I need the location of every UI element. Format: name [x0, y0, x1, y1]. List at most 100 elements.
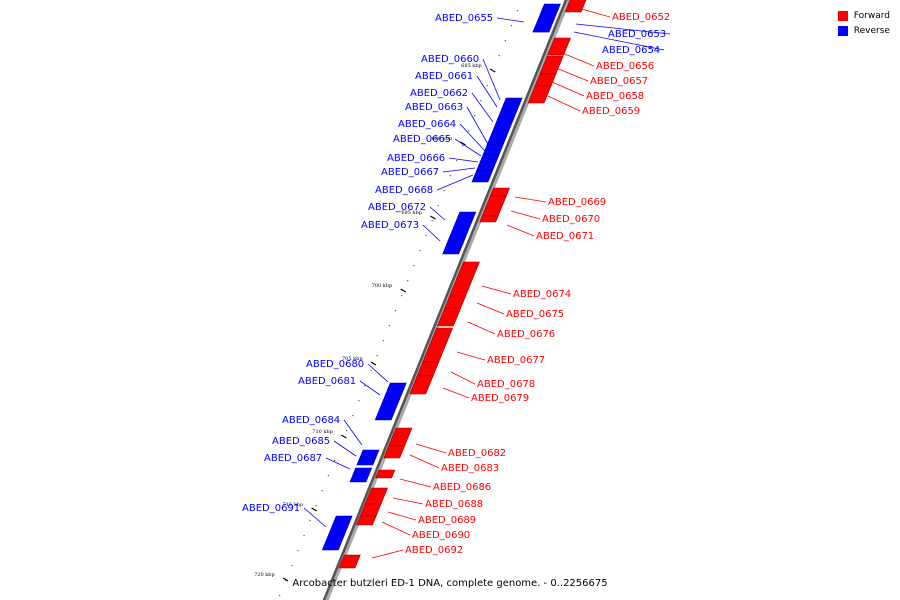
gene-connector [415, 443, 447, 454]
gene-label-layer: ABED_0652 ABED_0653 ABED_0654 ABED_0655 ABED… [242, 7, 670, 559]
scale-minor-tick [419, 250, 421, 252]
gene-connector [448, 157, 479, 163]
scale-tick-layer: 685 kbp 690 kbp 695 kbp 700 kbp 705 kbp 710 k… [254, 10, 519, 597]
gene-block-ABED_0686[interactable] [375, 469, 396, 479]
scale-tick [430, 215, 436, 220]
scale-minor-tick [285, 580, 287, 582]
strand-legend: Forward Reverse [837, 8, 890, 38]
gene-block-ABED_0655[interactable] [532, 7, 560, 33]
gene-block-ABED_0687[interactable] [349, 467, 373, 483]
gene-block-ABED_0664[interactable] [482, 149, 502, 156]
gene-block-ABED_0666[interactable] [476, 161, 497, 171]
gene-block-ABED_0690[interactable] [356, 515, 377, 526]
gene-connector [371, 549, 404, 559]
gene-connector [467, 321, 496, 335]
gene-block-ABED_0669[interactable] [489, 187, 510, 197]
scale-minor-tick [425, 235, 427, 237]
gene-label: ABED_0679 [471, 393, 529, 404]
gene-connector [466, 106, 490, 147]
gene-label: ABED_0666 [387, 153, 445, 164]
scale-minor-tick [364, 385, 366, 387]
scale-minor-tick [370, 370, 372, 372]
gene-block-ABED_0692[interactable] [338, 554, 361, 569]
gene-connector [551, 81, 585, 97]
scale-tick-label: 700 kbp [372, 283, 393, 289]
gene-connector [325, 457, 351, 470]
scale-minor-tick [315, 505, 317, 507]
gene-block-ABED_0684[interactable] [359, 449, 380, 459]
gene-label: ABED_0684 [282, 415, 340, 426]
gene-connector [476, 75, 498, 108]
gene-label: ABED_0678 [477, 379, 535, 390]
gene-label: ABED_0667 [381, 167, 439, 178]
gene-connector [450, 371, 476, 385]
gene-block-ABED_0663[interactable] [484, 144, 504, 151]
scale-tick-label: 710 kbp [312, 429, 333, 435]
scale-tick-label: 690 kbp [431, 136, 452, 142]
gene-block-ABED_0681[interactable] [374, 387, 405, 421]
gene-block-ABED_0673[interactable] [442, 239, 465, 255]
scale-minor-tick [346, 430, 348, 432]
scale-minor-tick [388, 325, 391, 327]
scale-tick [400, 288, 406, 293]
gene-connector [547, 95, 581, 112]
legend-forward: Forward [837, 8, 890, 23]
gene-label: ABED_0682 [448, 448, 506, 459]
gene-label: ABED_0675 [506, 309, 564, 320]
gene-label: ABED_0685 [272, 436, 330, 447]
scale-tick [340, 434, 347, 439]
scale-tick-label: 685 kbp [461, 63, 482, 69]
gene-block-ABED_0659[interactable] [527, 85, 552, 104]
gene-block-ABED_0665[interactable] [479, 154, 500, 163]
gene-label: ABED_0670 [542, 214, 600, 225]
gene-connector [387, 511, 417, 521]
gene-connector [573, 31, 665, 51]
gene-connector [422, 224, 441, 242]
scale-minor-tick [394, 310, 397, 312]
gene-block-ABED_0691[interactable] [321, 515, 353, 551]
gene-connector [442, 167, 476, 173]
gene-connector [456, 351, 486, 361]
gene-connector [496, 17, 525, 23]
scale-minor-tick [309, 520, 311, 522]
gene-label: ABED_0691 [242, 503, 300, 514]
gene-block-ABED_0671[interactable] [479, 215, 499, 223]
gene-connector [429, 206, 446, 221]
gene-feature-layer [321, 0, 587, 569]
gene-connector [476, 302, 505, 315]
gene-block-ABED_0656[interactable] [547, 37, 571, 56]
gene-block-ABED_0685[interactable] [356, 457, 377, 466]
gene-connector [392, 497, 424, 505]
gene-label: ABED_0669 [548, 197, 606, 208]
scale-minor-tick [291, 565, 293, 567]
gene-connector [471, 92, 494, 123]
legend-reverse: Reverse [837, 23, 890, 38]
gene-label: ABED_0652 [612, 12, 670, 23]
gene-label: ABED_0665 [393, 134, 451, 145]
gene-connector [514, 196, 547, 203]
scale-minor-tick [437, 205, 439, 207]
legend-forward-label: Forward [853, 10, 890, 21]
gene-block-ABED_0679[interactable] [409, 375, 434, 395]
gene-block-ABED_0676[interactable] [436, 307, 462, 327]
scale-minor-tick [352, 415, 354, 417]
scale-minor-tick [468, 130, 470, 132]
gene-block-ABED_0661[interactable] [500, 102, 521, 111]
scale-minor-tick [358, 400, 360, 402]
scale-tick-label: 720 kbp [254, 572, 275, 578]
gene-connector [555, 67, 589, 82]
scale-minor-tick [303, 535, 305, 537]
gene-label: ABED_0674 [513, 289, 571, 300]
scale-minor-tick [413, 265, 415, 267]
scale-tick-label: 695 kbp [401, 210, 422, 216]
gene-block-ABED_0683[interactable] [383, 445, 406, 459]
scale-minor-tick [279, 595, 281, 597]
gene-label: ABED_0683 [441, 463, 499, 474]
gene-block-ABED_0668[interactable] [471, 175, 491, 183]
scale-tick [370, 361, 377, 366]
gene-label: ABED_0656 [596, 61, 654, 72]
gene-label: ABED_0677 [487, 355, 545, 366]
gene-label: ABED_0692 [405, 545, 463, 556]
gene-label: ABED_0662 [410, 88, 468, 99]
scale-minor-tick [462, 145, 464, 147]
